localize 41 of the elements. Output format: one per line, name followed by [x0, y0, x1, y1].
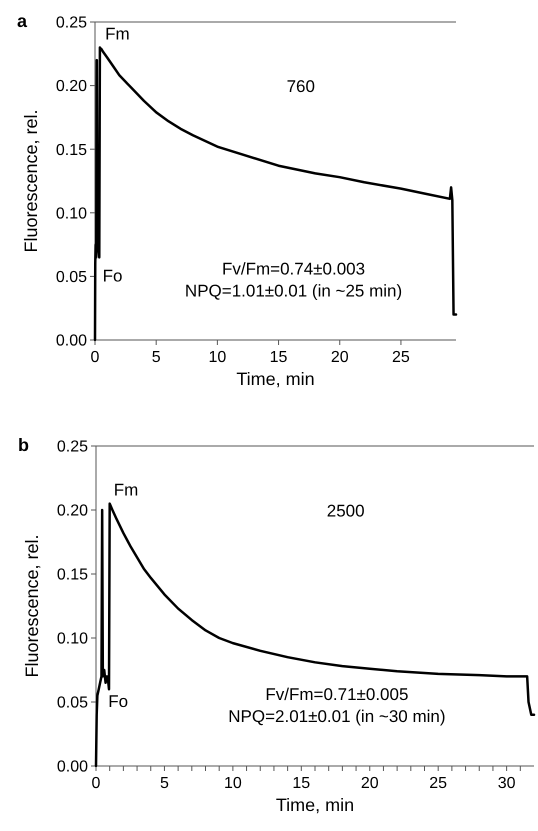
x-tick-label: 5 — [152, 349, 161, 366]
y-tick-label: 0.00 — [56, 332, 88, 350]
annotation: Fm — [105, 24, 130, 44]
x-tick-label: 10 — [208, 349, 226, 366]
x-tick-label: 0 — [90, 349, 100, 366]
y-axis-title: Fluorescence, rel. — [22, 534, 42, 678]
x-tick-label: 25 — [392, 349, 410, 366]
x-axis-title: Time, min — [236, 369, 315, 389]
chart-title: b — [18, 435, 29, 455]
x-tick-label: 15 — [292, 775, 310, 792]
x-tick-label: 30 — [498, 775, 516, 792]
y-tick-label: 0.15 — [56, 142, 88, 159]
y-tick-label: 0.00 — [56, 758, 88, 776]
chart-title: a — [17, 11, 28, 31]
x-tick-label: 10 — [224, 775, 242, 792]
x-tick-label: 5 — [160, 775, 169, 792]
annotation: Fo — [102, 266, 123, 286]
y-tick-label: 0.20 — [56, 78, 88, 96]
x-tick-label: 25 — [429, 775, 448, 792]
annotation: 2500 — [326, 501, 365, 520]
y-tick-label: 0.10 — [56, 630, 88, 648]
annotation: Fv/Fm=0.74±0.003 — [222, 259, 366, 278]
annotation: 760 — [286, 76, 315, 96]
annotation: NPQ=1.01±0.01 (in ~25 min) — [184, 281, 402, 300]
y-tick-label: 0.05 — [56, 694, 88, 712]
y-tick-label: 0.25 — [56, 14, 88, 32]
y-tick-label: 0.20 — [56, 502, 88, 520]
x-tick-label: 0 — [92, 775, 101, 792]
annotation: NPQ=2.01±0.01 (in ~30 min) — [228, 707, 446, 726]
y-tick-label: 0.05 — [56, 269, 88, 286]
y-tick-label: 0.10 — [56, 205, 88, 222]
y-tick-label: 0.15 — [56, 566, 88, 584]
x-axis-title: Time, min — [276, 795, 354, 815]
x-tick-label: 20 — [360, 775, 379, 792]
annotation: Fv/Fm=0.71±0.005 — [265, 685, 408, 704]
annotation: Fo — [108, 692, 128, 711]
x-tick-label: 20 — [330, 349, 349, 366]
y-axis-title: Fluorescence, rel. — [21, 109, 41, 253]
y-tick-label: 0.25 — [56, 438, 88, 456]
annotation: Fm — [114, 480, 138, 500]
x-tick-label: 15 — [270, 349, 288, 366]
